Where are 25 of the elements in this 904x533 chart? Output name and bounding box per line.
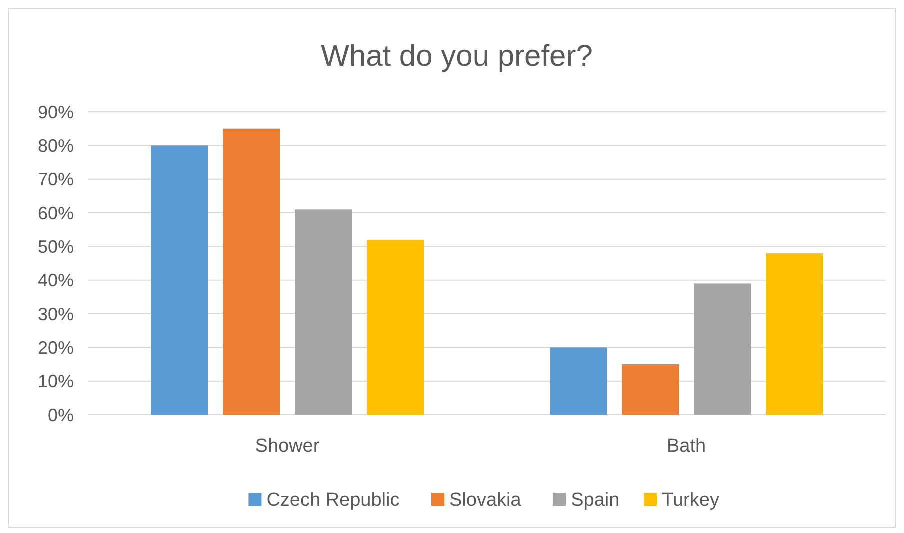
legend-label: Turkey	[662, 490, 720, 512]
y-tick-label: 40%	[38, 270, 74, 291]
legend-label: Slovakia	[450, 490, 522, 512]
chart-title: What do you prefer?	[321, 40, 593, 73]
bar	[295, 210, 352, 415]
x-tick-label: Shower	[255, 436, 320, 457]
x-tick-label: Bath	[666, 436, 706, 457]
y-tick-label: 90%	[38, 102, 74, 122]
bar	[367, 240, 424, 415]
y-tick-label: 0%	[48, 405, 74, 426]
bar	[694, 284, 751, 415]
y-tick-label: 10%	[38, 372, 74, 392]
legend-label: Czech Republic	[266, 490, 400, 512]
y-tick-label: 70%	[38, 170, 74, 190]
y-tick-label: 80%	[38, 136, 74, 156]
bar	[766, 253, 823, 415]
legend-label: Spain	[571, 490, 620, 512]
y-tick-label: 20%	[38, 338, 74, 358]
y-tick-label: 50%	[38, 236, 74, 257]
y-tick-label: 60%	[38, 203, 74, 224]
bar	[550, 348, 607, 415]
bar	[622, 364, 679, 415]
bar	[151, 146, 208, 415]
y-tick-label: 30%	[38, 304, 74, 324]
bar	[223, 128, 280, 415]
